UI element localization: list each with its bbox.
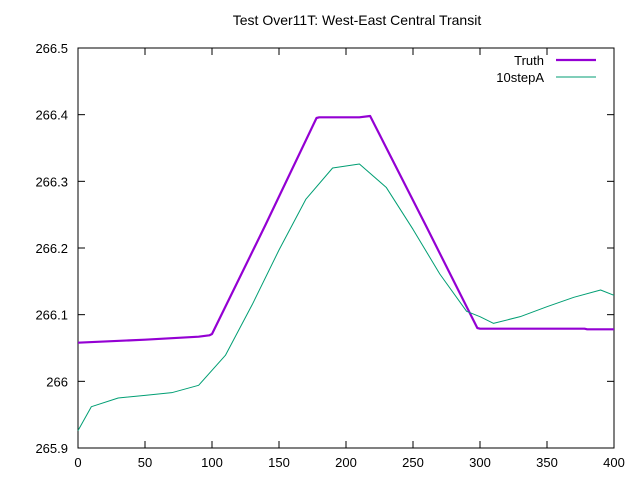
legend-label: Truth — [514, 53, 544, 68]
x-tick-label: 0 — [74, 455, 81, 470]
y-tick-label: 266.2 — [35, 241, 68, 256]
legend: Truth 10stepA — [496, 53, 596, 85]
x-tick-label: 350 — [536, 455, 558, 470]
x-tick-label: 100 — [201, 455, 223, 470]
y-tick-label: 266 — [46, 374, 68, 389]
axis-ticks: 0 50 100 150 200 250 300 350 400 265.9 266 266.1 266… — [35, 41, 624, 470]
x-tick-label: 300 — [469, 455, 491, 470]
x-tick-label: 150 — [268, 455, 290, 470]
x-tick-label: 400 — [603, 455, 625, 470]
plot-frame — [77, 47, 615, 449]
y-tick-label: 266.3 — [35, 174, 68, 189]
y-tick-label: 265.9 — [35, 441, 68, 456]
y-tick-label: 266.5 — [35, 41, 68, 56]
series-line-truth — [77, 114, 614, 344]
y-tick-label: 266.4 — [35, 108, 68, 123]
x-tick-label: 50 — [138, 455, 152, 470]
legend-label: 10stepA — [496, 70, 544, 85]
series-layer — [77, 114, 615, 431]
x-tick-label: 250 — [402, 455, 424, 470]
x-tick-label: 200 — [335, 455, 357, 470]
chart-title: Test Over11T: West-East Central Transit — [233, 12, 482, 28]
series-line-10stepa — [77, 163, 615, 431]
y-tick-label: 266.1 — [35, 308, 68, 323]
